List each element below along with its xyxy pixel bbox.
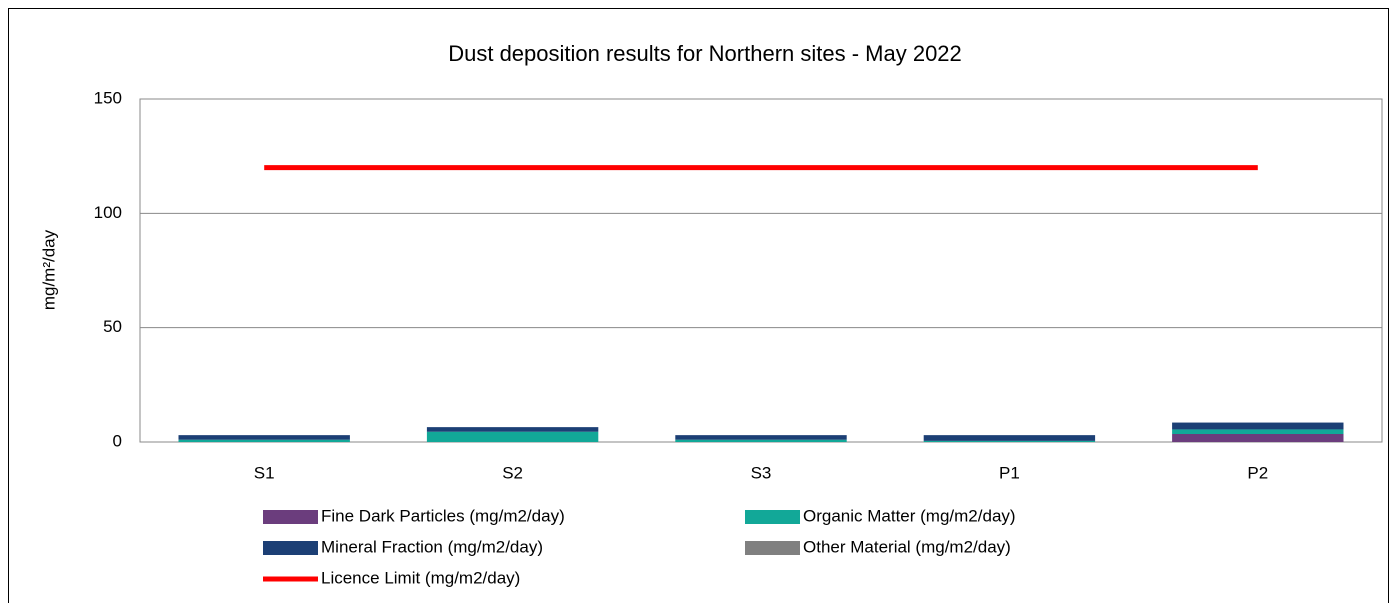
bar-segment [426,427,599,432]
x-tick-label: P2 [1247,463,1268,482]
chart-border [8,8,1389,603]
y-tick-label: 100 [94,203,122,222]
bar-segment [178,435,350,440]
bar-segment [675,435,847,440]
legend-swatch [745,510,800,524]
bar-segment [923,440,1096,442]
legend-label: Organic Matter (mg/m2/day) [803,506,1016,525]
bar-segment [1172,422,1344,430]
y-tick-label: 50 [103,317,122,336]
x-tick-label: P1 [999,463,1020,482]
bar-segment [178,439,350,442]
x-tick-label: S1 [254,463,275,482]
y-tick-label: 0 [113,431,122,450]
x-tick-label: S2 [502,463,523,482]
legend-label: Fine Dark Particles (mg/m2/day) [321,506,565,525]
y-axis-label: mg/m²/day [39,229,58,310]
bar-segment [923,435,1096,441]
legend-label: Mineral Fraction (mg/m2/day) [321,537,543,556]
bar-segment [675,439,847,442]
legend-swatch [263,541,318,555]
legend-label: Other Material (mg/m2/day) [803,537,1011,556]
x-tick-label: S3 [751,463,772,482]
legend-label: Licence Limit (mg/m2/day) [321,568,520,587]
legend-swatch [263,510,318,524]
bar-segment [1172,433,1344,442]
chart-title: Dust deposition results for Northern sit… [448,41,962,66]
bar-segment [426,431,599,442]
bar-segment [1172,429,1344,434]
y-tick-label: 150 [94,88,122,107]
plot-area [139,98,1383,443]
legend-swatch [745,541,800,555]
